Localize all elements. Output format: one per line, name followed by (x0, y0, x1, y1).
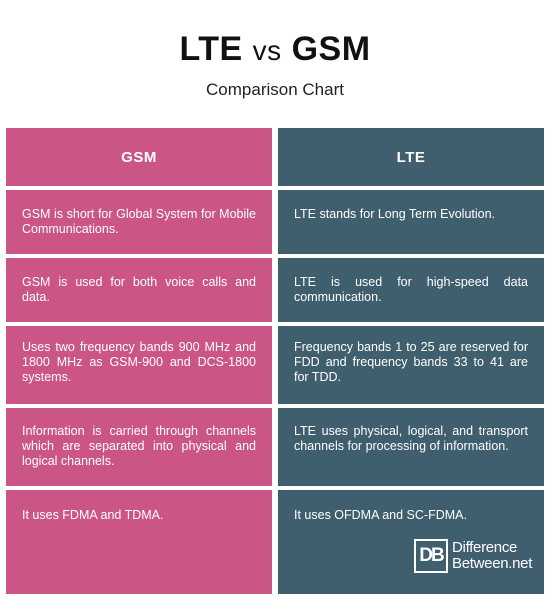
gsm-row-4-text: Information is carried through channels … (22, 424, 256, 468)
lte-row-2: LTE is used for high-speed data communic… (278, 258, 544, 322)
lte-row-3: Frequency bands 1 to 25 are reserved for… (278, 326, 544, 404)
gsm-row-3-text: Uses two frequency bands 900 MHz and 180… (22, 340, 256, 384)
gsm-row-1-text: GSM is short for Global System for Mobil… (22, 207, 256, 236)
lte-row-2-text: LTE is used for high-speed data communic… (294, 275, 528, 304)
title-left: LTE (179, 30, 243, 68)
lte-row-3-text: Frequency bands 1 to 25 are reserved for… (294, 340, 528, 384)
lte-row-1: LTE stands for Long Term Evolution. (278, 190, 544, 254)
logo-mark-icon: DB (414, 539, 448, 573)
lte-row-5-text: It uses OFDMA and SC-FDMA. (294, 508, 467, 522)
gsm-row-5-text: It uses FDMA and TDMA. (22, 508, 164, 522)
page-subtitle: Comparison Chart (206, 80, 344, 99)
gsm-row-4: Information is carried through channels … (6, 408, 272, 486)
page-title: LTE vs GSM (0, 30, 550, 69)
gsm-row-5: It uses FDMA and TDMA. (6, 490, 272, 594)
gsm-row-2-text: GSM is used for both voice calls and dat… (22, 275, 256, 304)
lte-row-1-text: LTE stands for Long Term Evolution. (294, 207, 496, 221)
logo-line-1: Difference (452, 539, 518, 556)
lte-row-5: It uses OFDMA and SC-FDMA. (278, 490, 544, 594)
title-right: GSM (291, 30, 371, 68)
lte-row-4-text: LTE uses physical, logical, and transpor… (294, 424, 528, 453)
lte-row-4: LTE uses physical, logical, and transpor… (278, 408, 544, 486)
lte-header: LTE (278, 128, 544, 186)
gsm-row-2: GSM is used for both voice calls and dat… (6, 258, 272, 322)
logo-text: Difference Between.net (452, 540, 532, 572)
gsm-header: GSM (6, 128, 272, 186)
title-vs: vs (252, 35, 282, 66)
site-logo[interactable]: DB Difference Between.net (414, 538, 532, 574)
logo-line-2: Between.net (452, 555, 533, 572)
gsm-row-1: GSM is short for Global System for Mobil… (6, 190, 272, 254)
gsm-row-3: Uses two frequency bands 900 MHz and 180… (6, 326, 272, 404)
comparison-table: GSM GSM is short for Global System for M… (6, 128, 544, 594)
